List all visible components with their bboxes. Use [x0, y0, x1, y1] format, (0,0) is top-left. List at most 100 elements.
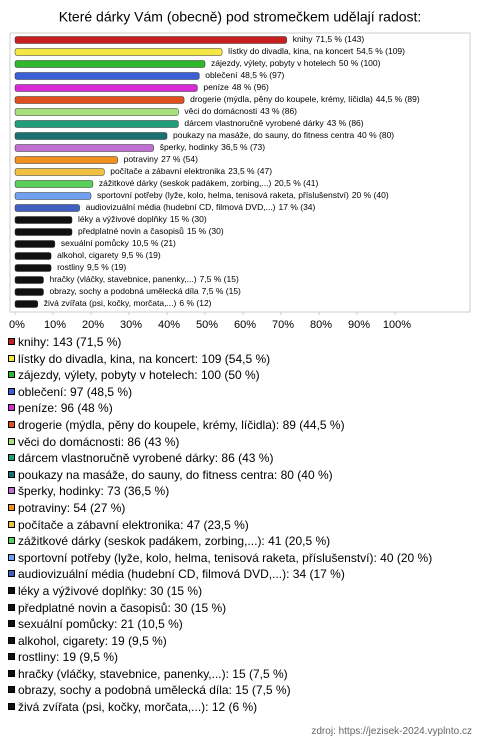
bar-label: drogerie (mýdla, pěny do koupele, krémy,…: [190, 94, 420, 104]
bar-value-label: 43 % (86): [327, 118, 364, 128]
bar-value-label: 7,5 % (15): [200, 274, 239, 284]
legend-label: zážitkové dárky (seskok padákem, zorbing…: [18, 534, 331, 549]
bar-label: živá zvířata (psi, kočky, morčata,...) 6 …: [44, 298, 212, 308]
legend-item: sportovní potřeby (lyže, kolo, helma, te…: [8, 550, 476, 567]
bar-label: počítače a zábavní elektronika 23,5 % (47…: [110, 166, 272, 176]
legend-swatch: [8, 603, 15, 611]
legend-item: alkohol, cigarety: 19 (9,5 %): [8, 633, 476, 650]
bar-value-label: 44,5 % (89): [376, 94, 420, 104]
bar-label: knihy 71,5 % (143): [293, 34, 365, 44]
x-tick-label: 90%: [348, 319, 370, 331]
bar: [14, 144, 154, 152]
bar-value-label: 43 % (86): [260, 106, 297, 116]
bar: [14, 264, 52, 272]
bar: [14, 204, 80, 212]
bar: [14, 120, 179, 128]
legend-label: věci do domácnosti: 86 (43 %): [18, 434, 180, 449]
bar-value-label: 15 % (30): [170, 214, 207, 224]
legend-label: oblečení: 97 (48,5 %): [18, 384, 133, 399]
bar-label: potraviny 27 % (54): [124, 154, 199, 164]
bar-category: lístky do divadla, kina, na koncert: [228, 46, 354, 56]
legend-item: zážitkové dárky (seskok padákem, zorbing…: [8, 533, 476, 550]
legend-label: sportovní potřeby (lyže, kolo, helma, te…: [18, 550, 433, 565]
legend-swatch: [8, 586, 15, 594]
bar-value-label: 20,5 % (41): [274, 178, 318, 188]
bar-label: hračky (vláčky, stavebnice, panenky,...)…: [50, 274, 239, 284]
bar-value-label: 50 % (100): [339, 58, 381, 68]
bar-value-label: 9,5 % (19): [122, 250, 161, 260]
legend-swatch: [8, 354, 15, 362]
bar: [14, 252, 52, 260]
legend-swatch: [8, 703, 15, 711]
legend-swatch: [8, 404, 15, 412]
legend-swatch: [8, 686, 15, 694]
bar-label: zájezdy, výlety, pobyty v hotelech 50 % (…: [211, 58, 381, 68]
x-tick-label: 60%: [234, 319, 256, 331]
bar: [14, 168, 105, 176]
legend-label: alkohol, cigarety: 19 (9,5 %): [18, 633, 167, 648]
bar-category: léky a výživové doplňky: [78, 214, 168, 224]
bar-value-label: 17 % (34): [279, 202, 316, 212]
bar-category: šperky, hodinky: [160, 142, 219, 152]
legend-item: rostliny: 19 (9,5 %): [8, 649, 476, 666]
bar-value-label: 9,5 % (19): [87, 262, 126, 272]
legend-item: knihy: 143 (71,5 %): [8, 334, 476, 351]
bar-category: alkohol, cigarety: [57, 250, 119, 260]
bar-label: dárcem vlastnoručně vyrobené dárky 43 % (…: [184, 118, 363, 128]
bar: [14, 228, 73, 236]
legend-label: potraviny: 54 (27 %): [18, 500, 126, 515]
bar-category: zážitkové dárky (seskok padákem, zorbing…: [99, 178, 272, 188]
bar-label: věci do domácnosti 43 % (86): [184, 106, 297, 116]
bar-category: poukazy na masáže, do sauny, do fitness …: [173, 130, 355, 140]
bar-value-label: 10,5 % (21): [132, 238, 176, 248]
x-tick-label: 20%: [82, 319, 104, 331]
bar: [14, 300, 39, 308]
bar: [14, 108, 179, 116]
legend-label: rostliny: 19 (9,5 %): [18, 650, 119, 665]
legend-item: poukazy na masáže, do sauny, do fitness …: [8, 467, 476, 484]
bar-category: obrazy, sochy a podobná umělecká díla: [50, 286, 199, 296]
legend-item: věci do domácnosti: 86 (43 %): [8, 434, 476, 451]
bar-category: předplatné novin a časopisů: [78, 226, 184, 236]
legend-item: obrazy, sochy a podobná umělecká díla: 1…: [8, 682, 476, 699]
legend-label: knihy: 143 (71,5 %): [18, 335, 122, 349]
chart-title: Které dárky Vám (obecně) pod stromečkem …: [59, 9, 422, 25]
legend-swatch: [8, 437, 15, 445]
legend-swatch: [8, 470, 15, 478]
legend-label: poukazy na masáže, do sauny, do fitness …: [18, 467, 333, 482]
bar-value-label: 48,5 % (97): [240, 70, 284, 80]
bar-value-label: 36,5 % (73): [221, 142, 265, 152]
legend-label: obrazy, sochy a podobná umělecká díla: 1…: [18, 683, 291, 698]
source: zdroj: https://jezisek-2024.vyplnto.cz: [311, 726, 472, 737]
bar: [14, 72, 200, 80]
legend-swatch: [8, 338, 15, 345]
bar-label: sportovní potřeby (lyže, kolo, helma, te…: [97, 190, 389, 200]
legend-label: předplatné novin a časopisů: 30 (15 %): [18, 600, 227, 615]
legend-swatch: [8, 420, 15, 428]
x-tick-label: 50%: [196, 319, 218, 331]
bar-label: zážitkové dárky (seskok padákem, zorbing…: [99, 178, 319, 188]
bar-label: audiovizuální média (hudební CD, filmová…: [86, 202, 316, 212]
legend-item: zájezdy, výlety, pobyty v hotelech: 100 …: [8, 367, 476, 384]
bar-category: hračky (vláčky, stavebnice, panenky,...): [50, 274, 197, 284]
legend-swatch: [8, 570, 15, 578]
bar-label: poukazy na masáže, do sauny, do fitness …: [173, 130, 394, 140]
legend-swatch: [8, 620, 15, 628]
legend-swatch: [8, 387, 15, 395]
bar: [14, 192, 92, 200]
legend-label: šperky, hodinky: 73 (36,5 %): [18, 484, 170, 499]
legend-swatch: [8, 371, 15, 379]
bar: [14, 60, 206, 68]
legend-swatch: [8, 487, 15, 495]
legend-label: peníze: 96 (48 %): [18, 401, 113, 416]
bar-value-label: 6 % (12): [179, 298, 211, 308]
bar: [14, 180, 94, 188]
bar-label: oblečení 48,5 % (97): [205, 70, 284, 80]
bar-category: věci do domácnosti: [184, 106, 257, 116]
legend-item: léky a výživové doplňky: 30 (15 %): [8, 583, 476, 600]
bar-value-label: 20 % (40): [352, 190, 389, 200]
x-tick-label: 80%: [310, 319, 332, 331]
bar-label: alkohol, cigarety 9,5 % (19): [57, 250, 161, 260]
legend-item: předplatné novin a časopisů: 30 (15 %): [8, 600, 476, 617]
